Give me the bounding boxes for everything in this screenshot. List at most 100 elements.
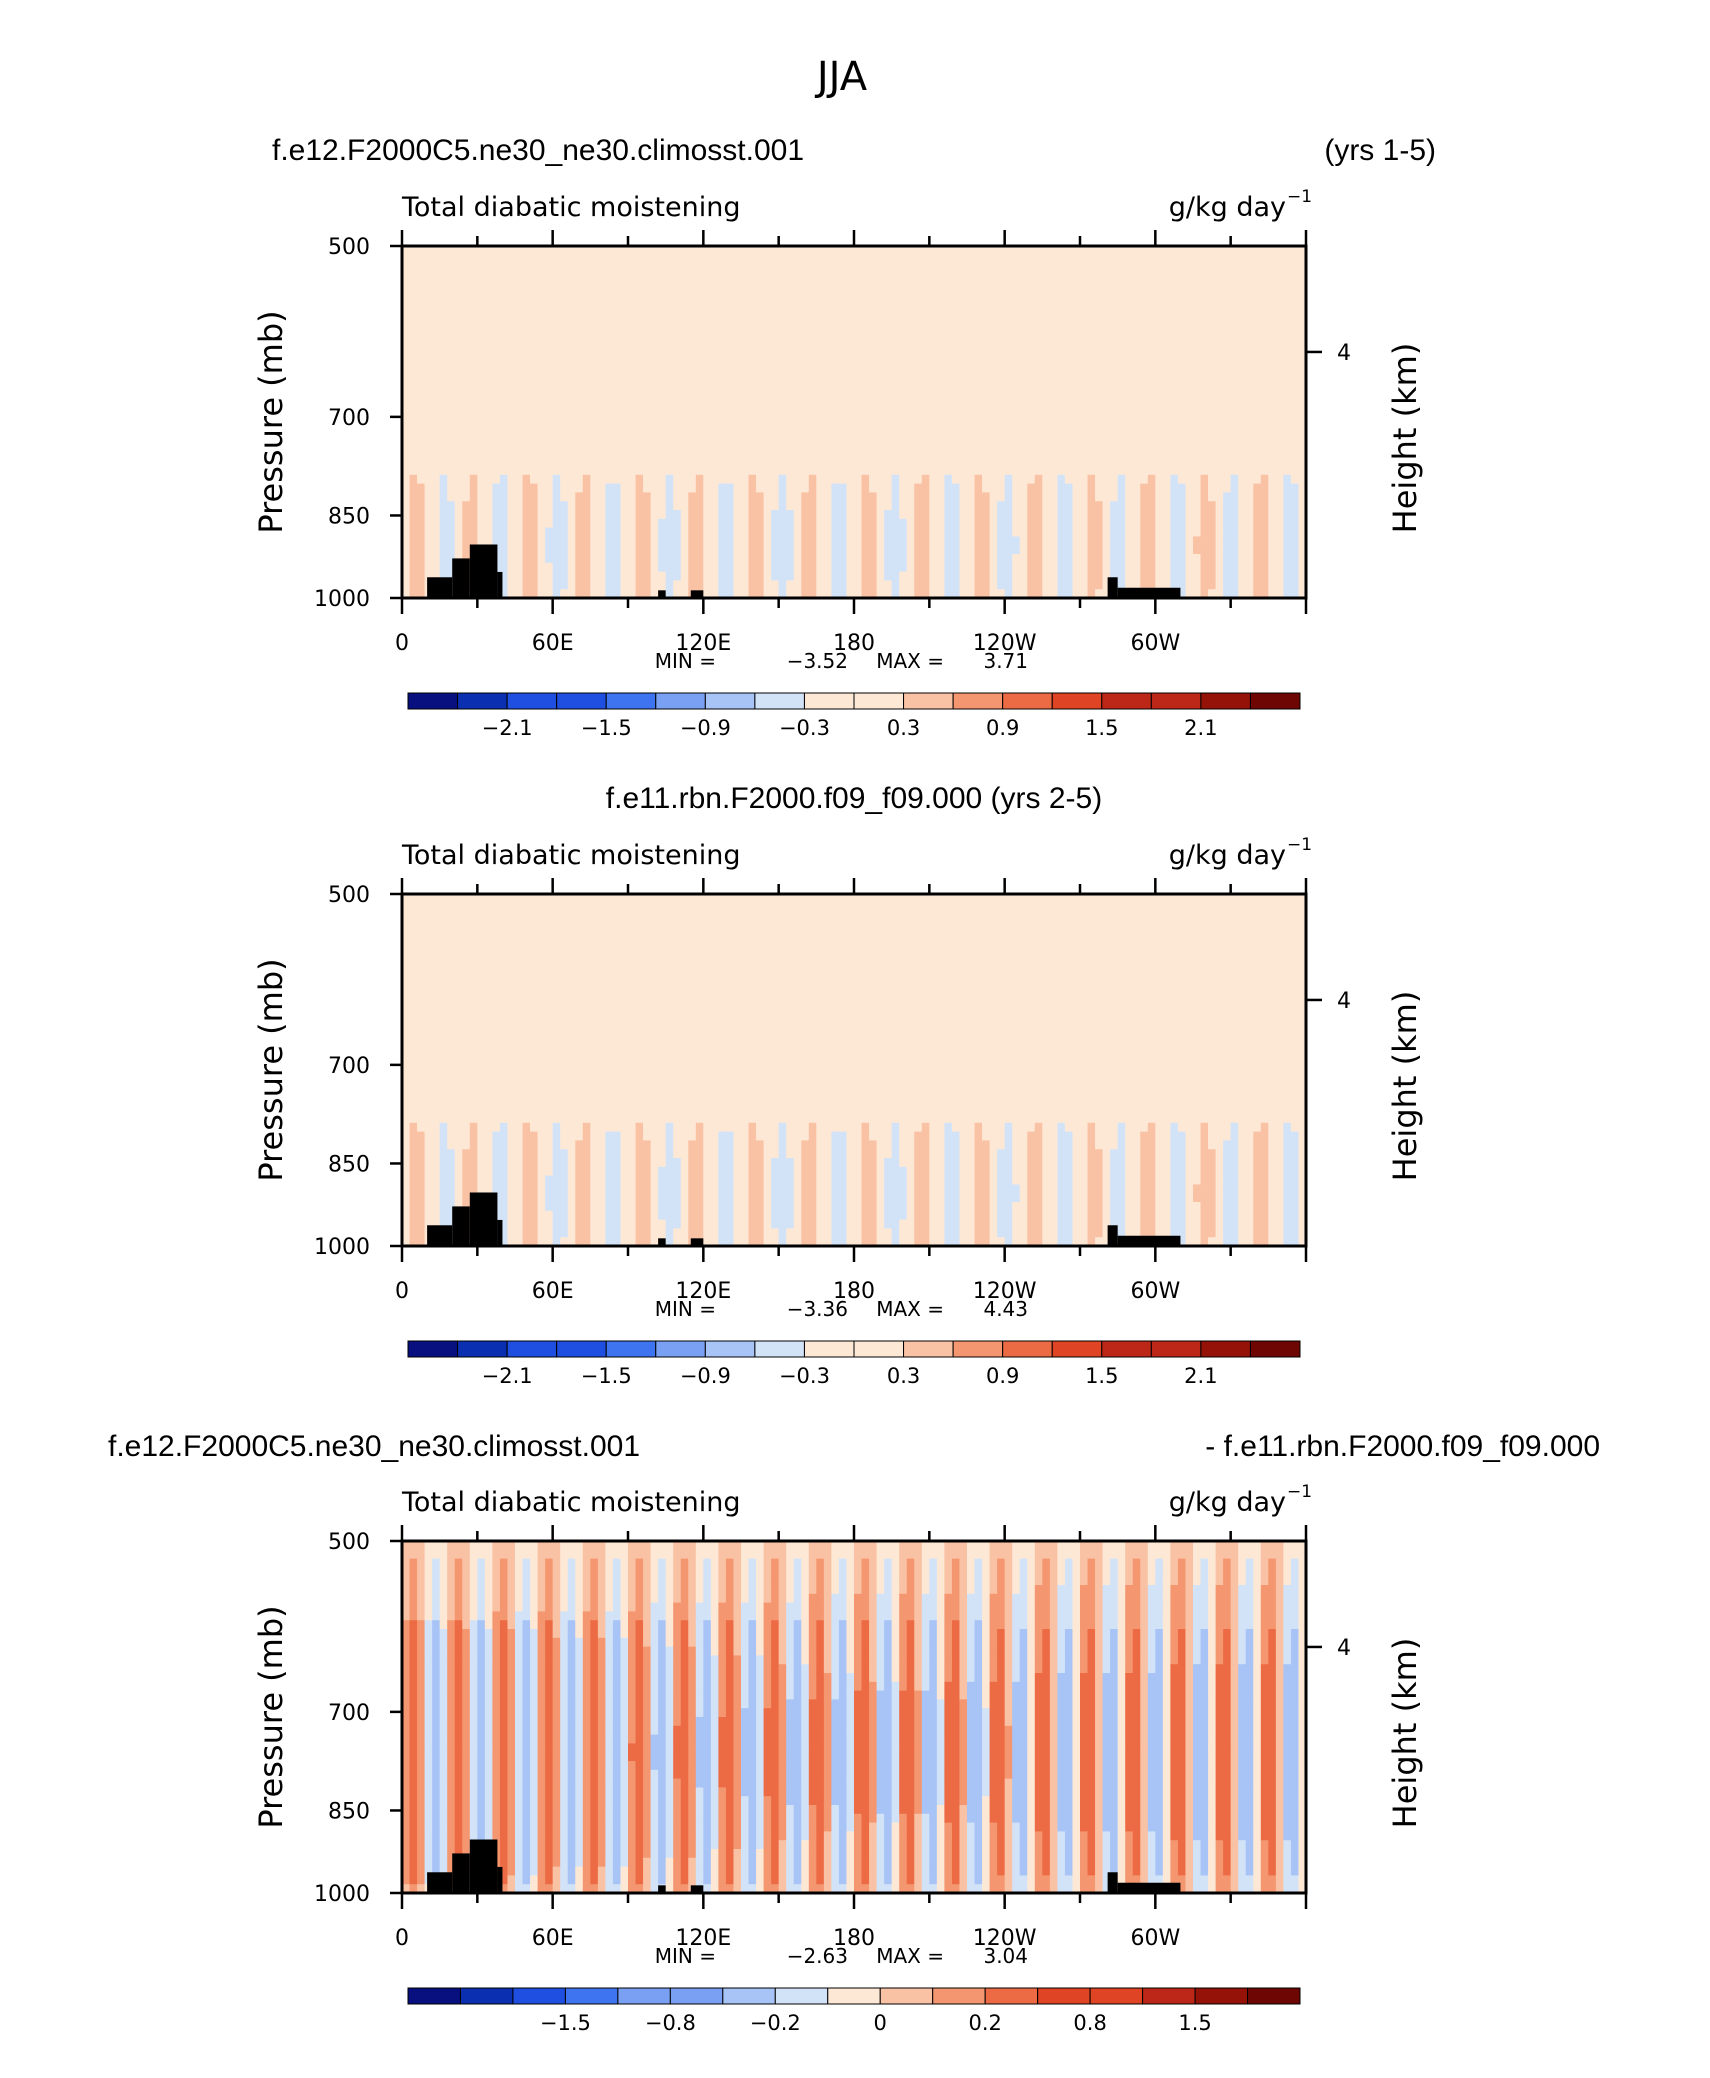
panel-1-cell xyxy=(1057,431,1065,440)
panel-1-cell xyxy=(1216,440,1224,449)
panel-1-cell xyxy=(636,484,644,493)
panel-1-cell xyxy=(959,299,967,308)
panel-1-cell xyxy=(1148,387,1156,396)
panel-1-cell xyxy=(1050,545,1058,554)
panel-1-cell xyxy=(605,484,613,493)
panel-1-cell xyxy=(1193,272,1201,281)
panel-1-cell xyxy=(1125,475,1133,484)
panel-1-cell xyxy=(598,404,606,413)
panel-1-cell xyxy=(967,422,975,431)
panel-1-cell xyxy=(1050,448,1058,457)
panel-1-cell xyxy=(914,484,922,493)
panel-1-cell xyxy=(997,272,1005,281)
panel-1-cell xyxy=(613,528,621,537)
panel-1-cell xyxy=(568,457,576,466)
panel-1-cell xyxy=(1246,484,1254,493)
panel-1-cell xyxy=(922,378,930,387)
panel-1-cell xyxy=(1027,492,1035,501)
panel-1-cell xyxy=(1261,255,1269,264)
panel-1-cell xyxy=(862,572,870,581)
panel-1-cell xyxy=(500,536,508,545)
panel-1-cell xyxy=(824,545,832,554)
panel-1-cell xyxy=(1012,281,1020,290)
panel-1-cell xyxy=(432,475,440,484)
panel-1-cell xyxy=(1291,290,1299,299)
panel-1-cell xyxy=(1125,404,1133,413)
panel-1-cell xyxy=(410,369,418,378)
panel-1-cell xyxy=(523,308,531,317)
panel-1-cell xyxy=(990,316,998,325)
panel-1-cell xyxy=(477,290,485,299)
panel-1-cell xyxy=(1020,255,1028,264)
panel-1-cell xyxy=(605,343,613,352)
panel-1-cell xyxy=(771,484,779,493)
panel-1-cell xyxy=(417,334,425,343)
panel-1-cell xyxy=(1103,563,1111,572)
panel-1-cell xyxy=(703,492,711,501)
panel-1-cell xyxy=(1095,448,1103,457)
panel-1-cell xyxy=(1231,308,1239,317)
panel-1-cell xyxy=(990,448,998,457)
panel-1-cell xyxy=(831,387,839,396)
panel-1-cell xyxy=(1155,431,1163,440)
panel-1-cell xyxy=(1103,396,1111,405)
panel-1-cell xyxy=(1246,580,1254,589)
panel-1-cell xyxy=(553,396,561,405)
panel-1-cell xyxy=(914,422,922,431)
panel-1-cell xyxy=(545,580,553,589)
panel-1-cell xyxy=(1223,572,1231,581)
panel-1-cell xyxy=(613,290,621,299)
panel-1-cell xyxy=(598,492,606,501)
panel-2-cell xyxy=(410,912,418,921)
panel-1-cell xyxy=(538,519,546,528)
panel-1-cell xyxy=(1208,580,1216,589)
panel-1-cell xyxy=(907,528,915,537)
panel-1-cell xyxy=(1193,563,1201,572)
panel-1-cell xyxy=(899,360,907,369)
panel-1-cell xyxy=(975,510,983,519)
panel-1-cell xyxy=(613,352,621,361)
panel-1-cell xyxy=(816,334,824,343)
panel-1-cell xyxy=(523,466,531,475)
panel-1-cell xyxy=(1223,580,1231,589)
panel-1-cell xyxy=(553,299,561,308)
panel-1-cell xyxy=(786,536,794,545)
panel-1-cell xyxy=(1012,484,1020,493)
panel-1-cell xyxy=(1088,528,1096,537)
panel-1-cell xyxy=(801,290,809,299)
panel-1-cell xyxy=(914,299,922,308)
panel-1-cell xyxy=(1201,545,1209,554)
panel-1-cell xyxy=(462,290,470,299)
panel-1-cell xyxy=(485,360,493,369)
panel-1-cell xyxy=(410,334,418,343)
panel-1-cell xyxy=(786,572,794,581)
panel-1-cell xyxy=(1291,396,1299,405)
panel-1-cell xyxy=(862,554,870,563)
panel-1-cell xyxy=(1005,563,1013,572)
panel-1-cell xyxy=(1020,431,1028,440)
panel-1-cell xyxy=(1088,272,1096,281)
panel-1-cell xyxy=(1088,484,1096,493)
panel-1-cell xyxy=(1148,281,1156,290)
panel-1-cell xyxy=(726,404,734,413)
panel-1-cell xyxy=(583,563,591,572)
panel-1-cell xyxy=(1238,545,1246,554)
panel-1-cell xyxy=(816,563,824,572)
panel-1-cell xyxy=(1163,255,1171,264)
panel-1-cell xyxy=(1057,378,1065,387)
panel-1-cell xyxy=(779,343,787,352)
panel-1-cell xyxy=(1005,325,1013,334)
panel-1-cell xyxy=(636,563,644,572)
panel-1-cell xyxy=(1193,457,1201,466)
panel-1-cell xyxy=(899,272,907,281)
panel-1-cell xyxy=(914,343,922,352)
panel-1-cell xyxy=(605,422,613,431)
panel-1-cell xyxy=(568,492,576,501)
panel-1-cell xyxy=(1125,528,1133,537)
panel-1-cell xyxy=(952,334,960,343)
panel-1-cell xyxy=(575,492,583,501)
panel-1-cell xyxy=(899,404,907,413)
panel-1-cell xyxy=(809,519,817,528)
panel-1-cell xyxy=(907,545,915,554)
panel-1-cell xyxy=(1201,580,1209,589)
